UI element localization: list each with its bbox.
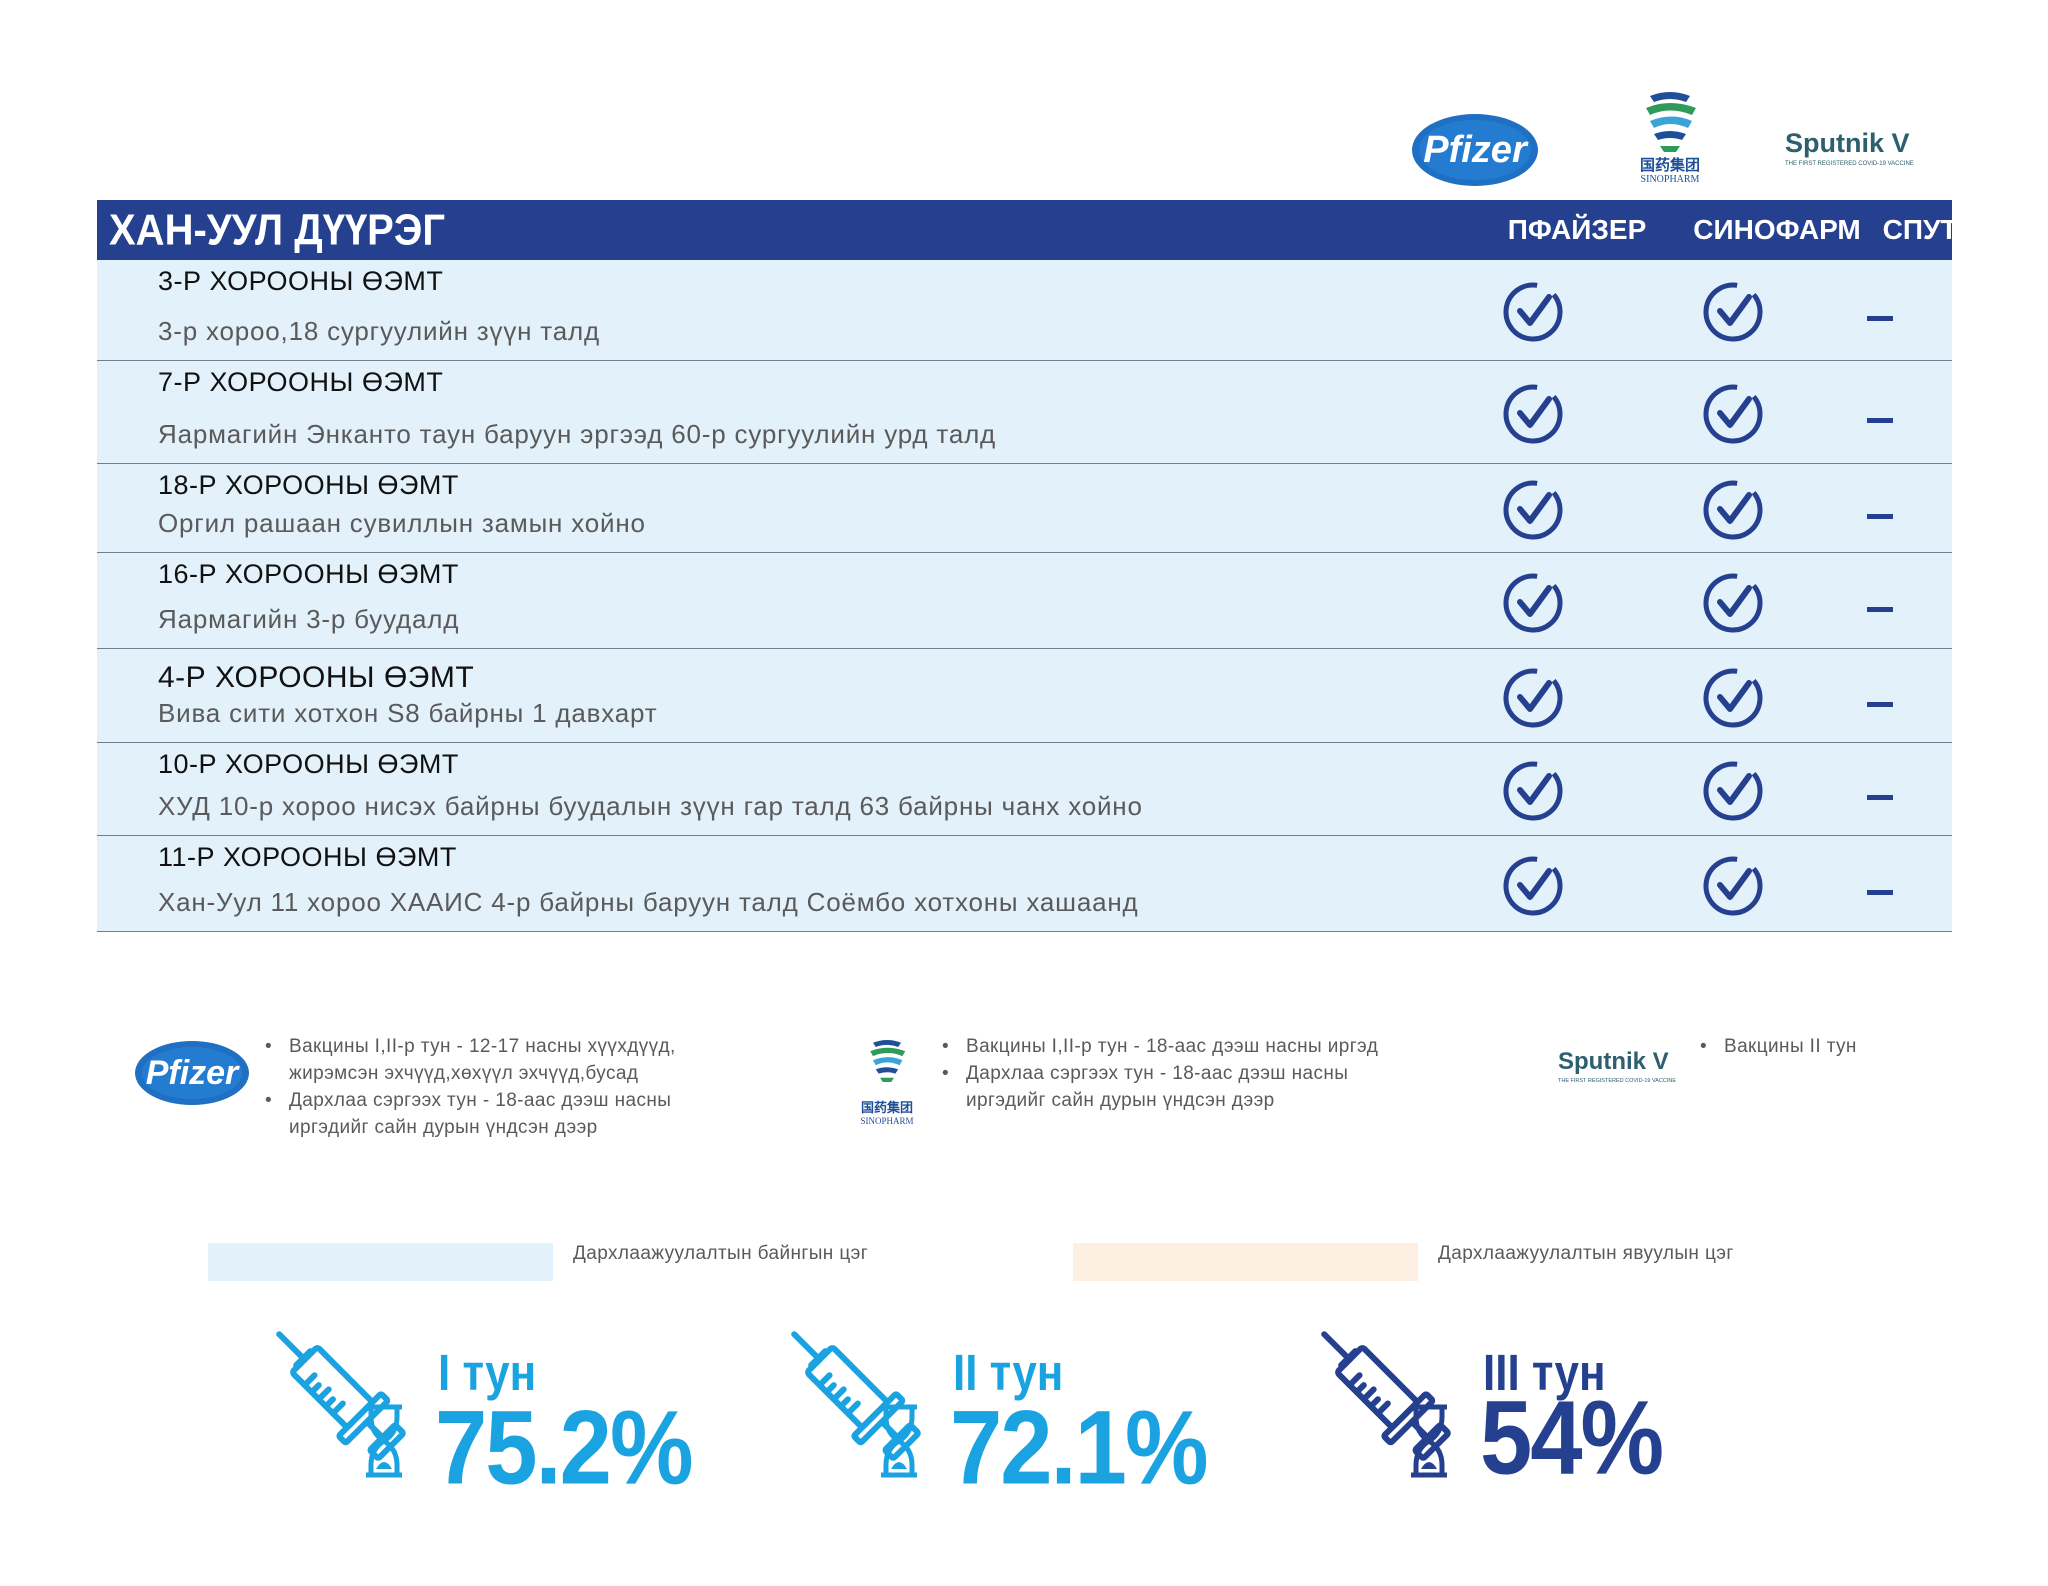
row-title: 7-Р ХОРООНЫ ӨЭМТ bbox=[158, 367, 444, 397]
check-icon bbox=[1701, 382, 1765, 446]
row-address: ХУД 10-р хороо нисэх байрны буудалын зүү… bbox=[158, 791, 1143, 821]
sinopharm-notes: Вакцины I,II-р тун - 18-аас дээш насны и… bbox=[942, 1033, 1412, 1114]
vaccination-points-table: ХАН-УУЛ ДҮҮРЭГ ПФАЙЗЕР СИНОФАРМ СПУТНИК … bbox=[97, 200, 2041, 932]
district-title: ХАН-УУЛ ДҮҮРЭГ bbox=[109, 205, 445, 254]
column-sputnik: СПУТНИК V bbox=[1882, 214, 2042, 245]
sinopharm-note-1: Вакцины I,II-р тун - 18-аас дээш насны и… bbox=[942, 1033, 1412, 1060]
row-address: Хан-Уул 11 хороо ХААИС 4-р байрны баруун… bbox=[158, 887, 1139, 917]
dash-icon bbox=[1867, 795, 1893, 800]
legend-mobile-swatch bbox=[1073, 1243, 1418, 1281]
sputnik-logo: Sputnik V THE FIRST REGISTERED COVID-19 … bbox=[1785, 128, 1935, 178]
row-address: Вива сити хотхон S8 байрны 1 давхарт bbox=[158, 698, 658, 728]
check-icon bbox=[1701, 478, 1765, 542]
row-address: Яармагийн Энканто таун баруун эргээд 60-… bbox=[158, 419, 997, 449]
table-row: 4-Р ХОРООНЫ ӨЭМТ Вива сити хотхон S8 байр… bbox=[97, 649, 1952, 743]
sinopharm-note-2: Дархлаа сэргээх тун - 18-аас дээш насны … bbox=[942, 1060, 1412, 1114]
row-title: 16-Р ХОРООНЫ ӨЭМТ bbox=[158, 559, 459, 589]
sputnik-wordmark: Sputnik V bbox=[1785, 128, 1910, 158]
pfizer-note-1: Вакцины I,II-р тун - 12-17 насны хүүхдүү… bbox=[265, 1033, 715, 1087]
pfizer-note-2: Дархлаа сэргээх тун - 18-аас дээш насны … bbox=[265, 1087, 715, 1141]
table-row: 11-Р ХОРООНЫ ӨЭМТ Хан-Уул 11 хороо ХААИС … bbox=[97, 836, 1952, 932]
table-row: 7-Р ХОРООНЫ ӨЭМТ Яармагийн Энканто таун б… bbox=[97, 361, 1952, 464]
dash-icon bbox=[1867, 316, 1893, 321]
legend-fixed-swatch bbox=[208, 1243, 553, 1281]
table-row: 10-Р ХОРООНЫ ӨЭМТ ХУД 10-р хороо нисэх ба… bbox=[97, 743, 1952, 836]
dose-percent: 72.1% bbox=[950, 1388, 1209, 1506]
legend-mobile-label: Дархлаажуулалтын явуулын цэг bbox=[1438, 1243, 1734, 1264]
dose-stat: I тун 75.2% bbox=[260, 1315, 720, 1506]
check-icon bbox=[1501, 478, 1565, 542]
dose-label: I тун bbox=[438, 1345, 537, 1402]
dose-percent: 54% bbox=[1480, 1378, 1664, 1496]
pfizer-notes: Вакцины I,II-р тун - 12-17 насны хүүхдүү… bbox=[265, 1033, 715, 1141]
pfizer-note-wordmark: Pfizer bbox=[146, 1054, 240, 1092]
dose-label: II тун bbox=[953, 1345, 1064, 1402]
sinopharm-note-logo: 国药集团 SINOPHARM bbox=[852, 1037, 922, 1126]
check-icon bbox=[1501, 759, 1565, 823]
check-icon bbox=[1501, 280, 1565, 344]
column-sinopharm: СИНОФАРМ bbox=[1693, 214, 1861, 245]
row-title: 11-Р ХОРООНЫ ӨЭМТ bbox=[158, 842, 457, 872]
row-title: 10-Р ХОРООНЫ ӨЭМТ bbox=[158, 749, 459, 779]
check-icon bbox=[1701, 571, 1765, 635]
sputnik-note-logo: Sputnik V THE FIRST REGISTERED COVID-19 … bbox=[1558, 1048, 1676, 1084]
dash-icon bbox=[1867, 418, 1893, 423]
sinopharm-text: SINOPHARM bbox=[1640, 174, 1700, 185]
dose-percent: 75.2% bbox=[435, 1388, 694, 1506]
check-icon bbox=[1701, 666, 1765, 730]
sputnik-note-1: Вакцины II тун bbox=[1700, 1033, 1940, 1060]
row-title: 3-Р ХОРООНЫ ӨЭМТ bbox=[158, 266, 444, 296]
check-icon bbox=[1701, 280, 1765, 344]
row-title: 18-Р ХОРООНЫ ӨЭМТ bbox=[158, 470, 459, 500]
dash-icon bbox=[1867, 701, 1893, 707]
dose-label: III тун bbox=[1483, 1345, 1606, 1402]
check-icon bbox=[1501, 854, 1565, 918]
sinopharm-cn-text: 国药集团 bbox=[1639, 156, 1700, 174]
table-row: 3-Р ХОРООНЫ ӨЭМТ 3-р хороо,18 сургуулийн … bbox=[97, 260, 1952, 361]
check-icon bbox=[1701, 854, 1765, 918]
row-address: Оргил рашаан сувиллын замын хойно bbox=[158, 508, 646, 538]
table-row: 18-Р ХОРООНЫ ӨЭМТ Оргил рашаан сувиллын з… bbox=[97, 464, 1952, 553]
sinopharm-note-cn: 国药集团 bbox=[860, 1101, 913, 1116]
hourglass-icon bbox=[362, 1403, 406, 1483]
row-address: Яармагийн 3-р буудалд bbox=[158, 604, 460, 634]
check-icon bbox=[1501, 382, 1565, 446]
row-title: 4-Р ХОРООНЫ ӨЭМТ bbox=[158, 661, 475, 694]
row-address: 3-р хороо,18 сургуулийн зүүн талд bbox=[158, 316, 600, 346]
legend-fixed-label: Дархлаажуулалтын байнгын цэг bbox=[573, 1243, 869, 1264]
pfizer-note-logo: Pfizer bbox=[133, 1037, 251, 1113]
pfizer-wordmark: Pfizer bbox=[1423, 129, 1529, 171]
dash-icon bbox=[1867, 606, 1893, 612]
hourglass-icon bbox=[1407, 1403, 1451, 1483]
table-header: ХАН-УУЛ ДҮҮРЭГ ПФАЙЗЕР СИНОФАРМ СПУТНИК … bbox=[97, 200, 2041, 260]
table-row: 16-Р ХОРООНЫ ӨЭМТ Яармагийн 3-р буудалд bbox=[97, 553, 1952, 649]
check-icon bbox=[1701, 759, 1765, 823]
sputnik-tagline: THE FIRST REGISTERED COVID-19 VACCINE bbox=[1785, 161, 1914, 167]
check-icon bbox=[1501, 666, 1565, 730]
sinopharm-note-text: SINOPHARM bbox=[860, 1116, 914, 1126]
dose-stat: II тун 72.1% bbox=[775, 1315, 1235, 1506]
sputnik-notes: Вакцины II тун bbox=[1700, 1033, 1940, 1060]
hourglass-icon bbox=[877, 1403, 921, 1483]
check-icon bbox=[1501, 571, 1565, 635]
dose-stat: III тун 54% bbox=[1305, 1315, 1765, 1496]
dash-icon bbox=[1867, 514, 1893, 519]
column-pfizer: ПФАЙЗЕР bbox=[1507, 214, 1647, 245]
dash-icon bbox=[1867, 889, 1893, 895]
pfizer-logo: Pfizer bbox=[1410, 110, 1540, 190]
sinopharm-logo: 国药集团 SINOPHARM bbox=[1620, 88, 1720, 188]
sputnik-note-tagline: THE FIRST REGISTERED COVID-19 VACCINE bbox=[1558, 1078, 1677, 1084]
syringe-icon bbox=[260, 1315, 420, 1479]
sputnik-note-wordmark: Sputnik V bbox=[1558, 1048, 1669, 1075]
